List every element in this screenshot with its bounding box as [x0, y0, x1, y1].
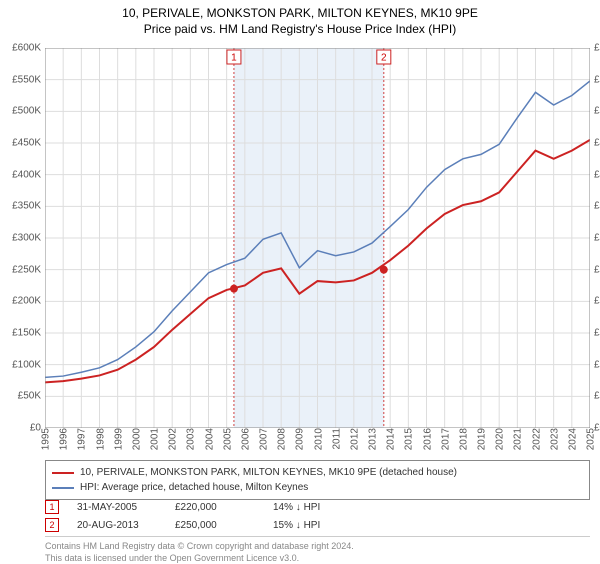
svg-text:1: 1: [231, 53, 237, 64]
x-tick-label: 1995: [39, 428, 52, 450]
y-tick-label: £550K: [590, 74, 600, 85]
legend-label: 10, PERIVALE, MONKSTON PARK, MILTON KEYN…: [80, 465, 457, 480]
y-tick-label: £100K: [12, 359, 45, 370]
x-tick-label: 1998: [93, 428, 106, 450]
x-tick-label: 2010: [311, 428, 324, 450]
y-tick-label: £600K: [12, 43, 45, 54]
legend-item: 10, PERIVALE, MONKSTON PARK, MILTON KEYN…: [52, 465, 583, 480]
x-tick-label: 1997: [75, 428, 88, 450]
sales-row: 2 20-AUG-2013 £250,000 15% ↓ HPI: [45, 516, 590, 534]
x-tick-label: 2002: [166, 428, 179, 450]
footer-line1: Contains HM Land Registry data © Crown c…: [45, 541, 590, 553]
x-tick-label: 2023: [547, 428, 560, 450]
x-tick-label: 1999: [111, 428, 124, 450]
sales-table: 1 31-MAY-2005 £220,000 14% ↓ HPI 2 20-AUG-201…: [45, 498, 590, 534]
y-tick-label: £400K: [590, 169, 600, 180]
title-block: 10, PERIVALE, MONKSTON PARK, MILTON KEYN…: [0, 0, 600, 37]
sales-price: £250,000: [175, 520, 255, 531]
y-tick-label: £350K: [590, 201, 600, 212]
y-tick-label: £300K: [12, 233, 45, 244]
y-tick-label: £100K: [590, 359, 600, 370]
x-tick-label: 2019: [475, 428, 488, 450]
y-tick-label: £600K: [590, 43, 600, 54]
legend-swatch: [52, 472, 74, 474]
x-tick-label: 2009: [293, 428, 306, 450]
y-tick-label: £250K: [590, 264, 600, 275]
y-tick-label: £150K: [12, 328, 45, 339]
svg-text:2: 2: [381, 53, 387, 64]
x-tick-label: 2001: [148, 428, 161, 450]
footer-line2: This data is licensed under the Open Gov…: [45, 553, 590, 564]
x-tick-label: 2018: [456, 428, 469, 450]
y-tick-label: £500K: [12, 106, 45, 117]
y-tick-label: £150K: [590, 328, 600, 339]
title-line2: Price paid vs. HM Land Registry's House …: [0, 22, 600, 38]
plot: 12: [45, 48, 590, 428]
chart-container: 10, PERIVALE, MONKSTON PARK, MILTON KEYN…: [0, 0, 600, 560]
chart-area: 12 £0£0£50K£50K£100K£100K£150K£150K£200K…: [45, 48, 590, 428]
x-tick-label: 2025: [584, 428, 597, 450]
x-tick-label: 2022: [529, 428, 542, 450]
sales-date: 20-AUG-2013: [77, 520, 157, 531]
x-tick-label: 2021: [511, 428, 524, 450]
y-tick-label: £500K: [590, 106, 600, 117]
sales-pct: 15% ↓ HPI: [273, 520, 353, 531]
x-tick-label: 2008: [275, 428, 288, 450]
x-tick-label: 2005: [220, 428, 233, 450]
x-tick-label: 2012: [347, 428, 360, 450]
sales-pct: 14% ↓ HPI: [273, 502, 353, 513]
sales-marker-icon: 2: [45, 518, 59, 532]
legend-label: HPI: Average price, detached house, Milt…: [80, 480, 308, 495]
x-tick-label: 2013: [366, 428, 379, 450]
y-tick-label: £200K: [590, 296, 600, 307]
x-tick-label: 2003: [184, 428, 197, 450]
x-tick-label: 2015: [402, 428, 415, 450]
y-tick-label: £50K: [590, 391, 600, 402]
legend-swatch: [52, 487, 74, 489]
x-tick-label: 2011: [329, 428, 342, 450]
x-tick-label: 1996: [57, 428, 70, 450]
sales-row: 1 31-MAY-2005 £220,000 14% ↓ HPI: [45, 498, 590, 516]
y-tick-label: £50K: [18, 391, 45, 402]
y-tick-label: £550K: [12, 74, 45, 85]
x-tick-label: 2007: [257, 428, 270, 450]
y-tick-label: £250K: [12, 264, 45, 275]
x-tick-label: 2020: [493, 428, 506, 450]
x-tick-label: 2004: [202, 428, 215, 450]
y-tick-label: £400K: [12, 169, 45, 180]
legend: 10, PERIVALE, MONKSTON PARK, MILTON KEYN…: [45, 460, 590, 500]
sales-price: £220,000: [175, 502, 255, 513]
x-tick-label: 2016: [420, 428, 433, 450]
x-tick-label: 2000: [129, 428, 142, 450]
sales-date: 31-MAY-2005: [77, 502, 157, 513]
y-tick-label: £300K: [590, 233, 600, 244]
x-tick-label: 2017: [438, 428, 451, 450]
sales-marker-icon: 1: [45, 500, 59, 514]
y-tick-label: £200K: [12, 296, 45, 307]
x-tick-label: 2024: [565, 428, 578, 450]
y-tick-label: £450K: [590, 138, 600, 149]
x-tick-label: 2006: [238, 428, 251, 450]
y-tick-label: £350K: [12, 201, 45, 212]
x-tick-label: 2014: [384, 428, 397, 450]
y-tick-label: £450K: [12, 138, 45, 149]
legend-item: HPI: Average price, detached house, Milt…: [52, 480, 583, 495]
title-line1: 10, PERIVALE, MONKSTON PARK, MILTON KEYN…: [0, 6, 600, 22]
